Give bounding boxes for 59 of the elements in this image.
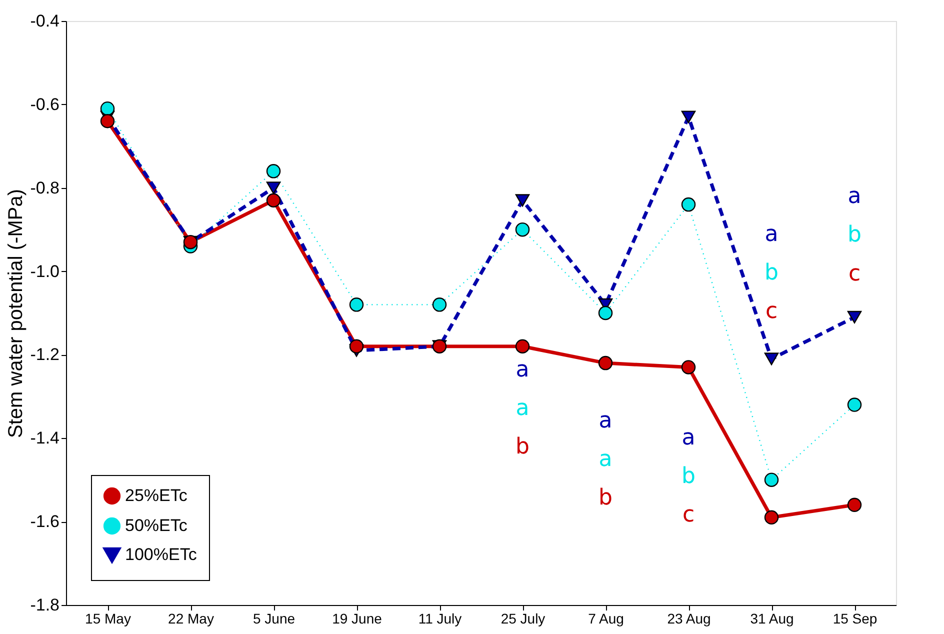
point <box>681 360 696 374</box>
y-tick-label: -1.8 <box>30 596 60 614</box>
x-tick-label: 23 Aug <box>667 610 711 626</box>
annotation: a <box>764 222 778 248</box>
x-tick-label: 15 May <box>85 610 131 626</box>
point <box>266 164 281 178</box>
x-tick-label: 31 Aug <box>750 610 794 626</box>
x-tick-label: 22 May <box>168 610 214 626</box>
point <box>598 356 613 370</box>
point <box>100 101 115 116</box>
point <box>100 114 115 128</box>
y-tick-label: -0.8 <box>30 178 60 198</box>
annotation: b <box>516 434 530 460</box>
point <box>266 182 281 194</box>
x-tick-label: 5 June <box>252 610 296 626</box>
y-tick-label: -0.6 <box>30 94 60 114</box>
legend-label: 50%ETc <box>125 516 188 535</box>
y-tick-label: -0.4 <box>30 12 60 30</box>
annotation: a <box>598 408 612 434</box>
x-tick-label: 11 July <box>418 610 462 626</box>
annotation: b <box>598 486 612 511</box>
annotation: a <box>516 358 530 383</box>
point <box>349 298 364 312</box>
point <box>515 194 530 207</box>
y-tick-label: -1.4 <box>30 428 60 448</box>
point <box>847 310 862 324</box>
legend-label: 25%ETc <box>125 486 188 505</box>
annotation: c <box>682 502 695 528</box>
annotation: c <box>765 299 778 324</box>
annotation: b <box>848 222 862 248</box>
y-tick-label: -1.6 <box>30 512 60 532</box>
point <box>847 398 862 412</box>
point <box>681 197 696 212</box>
point <box>764 510 779 525</box>
annotation: a <box>516 396 530 422</box>
annotation: b <box>682 464 696 489</box>
point <box>432 298 447 312</box>
x-tick-label: 15 Sep <box>832 610 878 626</box>
point <box>681 110 696 124</box>
point <box>764 352 779 366</box>
y-tick-label: -1.2 <box>30 345 60 364</box>
point <box>515 222 530 237</box>
annotation: c <box>848 261 861 286</box>
annotation: a <box>682 425 696 450</box>
legend-label: 100%ETc <box>125 545 198 564</box>
x-tick-label: 7 Aug <box>588 610 624 626</box>
point <box>515 339 530 354</box>
point <box>266 193 281 208</box>
y-axis-title: Stem water potential (-MPa) <box>5 189 28 438</box>
x-tick-label: 19 June <box>332 610 382 626</box>
point <box>349 339 364 354</box>
point <box>598 306 613 320</box>
annotation: b <box>764 260 778 286</box>
y-tick-label: -1.0 <box>30 262 60 281</box>
annotation: a <box>848 184 862 210</box>
x-tick-label: 25 July <box>500 610 546 626</box>
point <box>847 498 862 512</box>
point <box>764 472 779 487</box>
annotation: a <box>598 447 612 472</box>
